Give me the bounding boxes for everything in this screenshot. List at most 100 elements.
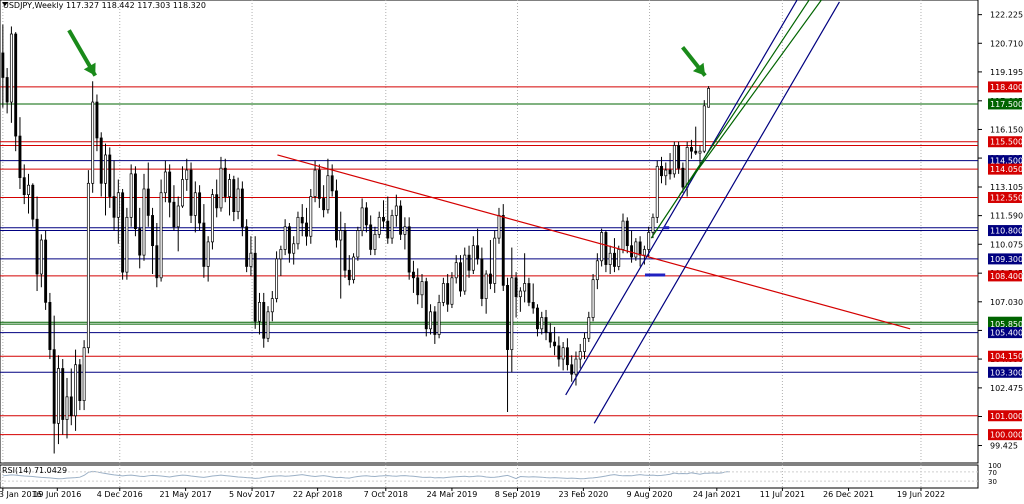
candle-body-125	[536, 307, 539, 330]
candle-body-137	[587, 317, 591, 339]
candle-body-4	[18, 135, 22, 178]
x-tick-label-10: 9 Aug 2020	[626, 490, 672, 499]
candle-body-53	[228, 179, 231, 197]
level-label-box-14	[988, 350, 1022, 362]
candle-body-48	[206, 241, 210, 267]
candle-body-24	[104, 154, 107, 184]
level-label-box-12	[988, 318, 1022, 330]
candle-body-148	[634, 241, 638, 258]
candle-body-77	[330, 175, 334, 192]
y-tick-label-6: 113.105	[990, 183, 1023, 192]
y-tick-label-7: 111.590	[990, 212, 1023, 221]
candle-body-82	[352, 256, 356, 281]
candle-body-149	[638, 241, 642, 256]
candle-body-141	[604, 232, 608, 265]
candle-body-72	[309, 196, 313, 237]
y-tick-label-1: 120.710	[990, 39, 1023, 48]
level-label-box-4	[988, 155, 1022, 167]
chart-header-text: USDJPY,Weekly 117.327 118.442 117.303 11…	[3, 1, 206, 10]
candle-body-2	[9, 33, 13, 103]
rsi-frame	[0, 464, 979, 489]
candle-body-88	[377, 216, 381, 235]
level-label-box-17	[988, 429, 1022, 441]
candle-body-98	[420, 281, 424, 296]
candle-body-117	[501, 215, 505, 286]
y-tick-label-0: 122.225	[990, 11, 1023, 20]
candle-body-73	[313, 169, 317, 197]
level-label-13: 105.400	[990, 329, 1023, 338]
candle-body-140	[600, 232, 604, 262]
level-label-box-7	[988, 225, 1022, 237]
candle-body-129	[553, 341, 557, 347]
candle-body-100	[429, 311, 432, 330]
candle-body-127	[544, 317, 548, 333]
candle-body-147	[630, 245, 634, 258]
candle-body-122	[523, 283, 527, 292]
candle-body-153	[655, 165, 659, 218]
trendline-4	[679, 0, 823, 196]
candle-body-21	[91, 101, 95, 184]
candle-body-27	[116, 192, 120, 218]
level-label-0: 118.400	[990, 83, 1023, 92]
level-label-box-2	[988, 136, 1022, 148]
level-label-10: 108.400	[990, 272, 1023, 281]
candle-body-11	[48, 302, 52, 350]
candle-body-13	[57, 368, 60, 424]
x-tick-label-13: 26 Dec 2021	[823, 490, 874, 499]
price-frame	[0, 0, 979, 464]
rsi-tick-label-0: 100	[988, 462, 1001, 470]
y-tick-label-10: 107.030	[990, 298, 1023, 307]
candle-body-34	[146, 188, 150, 216]
candle-body-143	[613, 252, 616, 267]
candle-body-136	[583, 337, 586, 352]
candle-body-25	[108, 154, 112, 197]
level-label-5: 114.050	[990, 165, 1023, 174]
candle-body-70	[300, 216, 304, 224]
candle-body-128	[548, 332, 552, 343]
candle-body-124	[531, 302, 535, 309]
y-tick-label-4: 116.150	[990, 125, 1023, 134]
candle-body-9	[39, 239, 43, 275]
candle-body-61	[262, 302, 266, 339]
candle-body-14	[61, 368, 65, 420]
candle-body-10	[44, 239, 48, 303]
candle-body-161	[689, 147, 693, 152]
candle-body-6	[27, 184, 30, 195]
candle-body-20	[86, 182, 90, 349]
candle-body-159	[681, 167, 685, 188]
candle-body-97	[416, 277, 420, 296]
candle-body-165	[707, 88, 711, 108]
candle-body-160	[685, 147, 689, 188]
candle-body-54	[232, 179, 236, 213]
candle-body-29	[125, 216, 129, 273]
trendline-2	[593, 1, 840, 424]
candle-body-57	[245, 226, 249, 267]
x-tick-label-1: 19 Jun 2016	[33, 490, 81, 499]
candle-body-58	[249, 252, 253, 267]
candle-body-81	[347, 269, 351, 281]
candle-body-93	[399, 205, 403, 235]
level-label-box-10	[988, 270, 1022, 282]
candle-body-52	[223, 167, 227, 197]
level-label-box-9	[988, 253, 1022, 265]
candle-body-50	[215, 194, 219, 209]
candle-body-67	[287, 226, 291, 254]
level-label-1: 117.500	[990, 100, 1023, 109]
candle-body-105	[450, 277, 454, 305]
candle-body-107	[459, 262, 462, 292]
candle-body-83	[356, 230, 360, 258]
candle-body-116	[497, 215, 501, 239]
candle-body-19	[82, 347, 86, 401]
candle-body-114	[488, 273, 492, 284]
candle-body-62	[266, 311, 270, 339]
candle-body-150	[642, 249, 646, 256]
candle-body-51	[219, 167, 223, 209]
candle-body-7	[31, 184, 35, 220]
candle-body-99	[424, 281, 428, 330]
x-tick-label-4: 5 Nov 2017	[229, 490, 275, 499]
candle-body-113	[484, 273, 488, 299]
candle-body-46	[198, 192, 202, 224]
candle-body-130	[557, 345, 561, 360]
candle-body-35	[151, 215, 154, 247]
